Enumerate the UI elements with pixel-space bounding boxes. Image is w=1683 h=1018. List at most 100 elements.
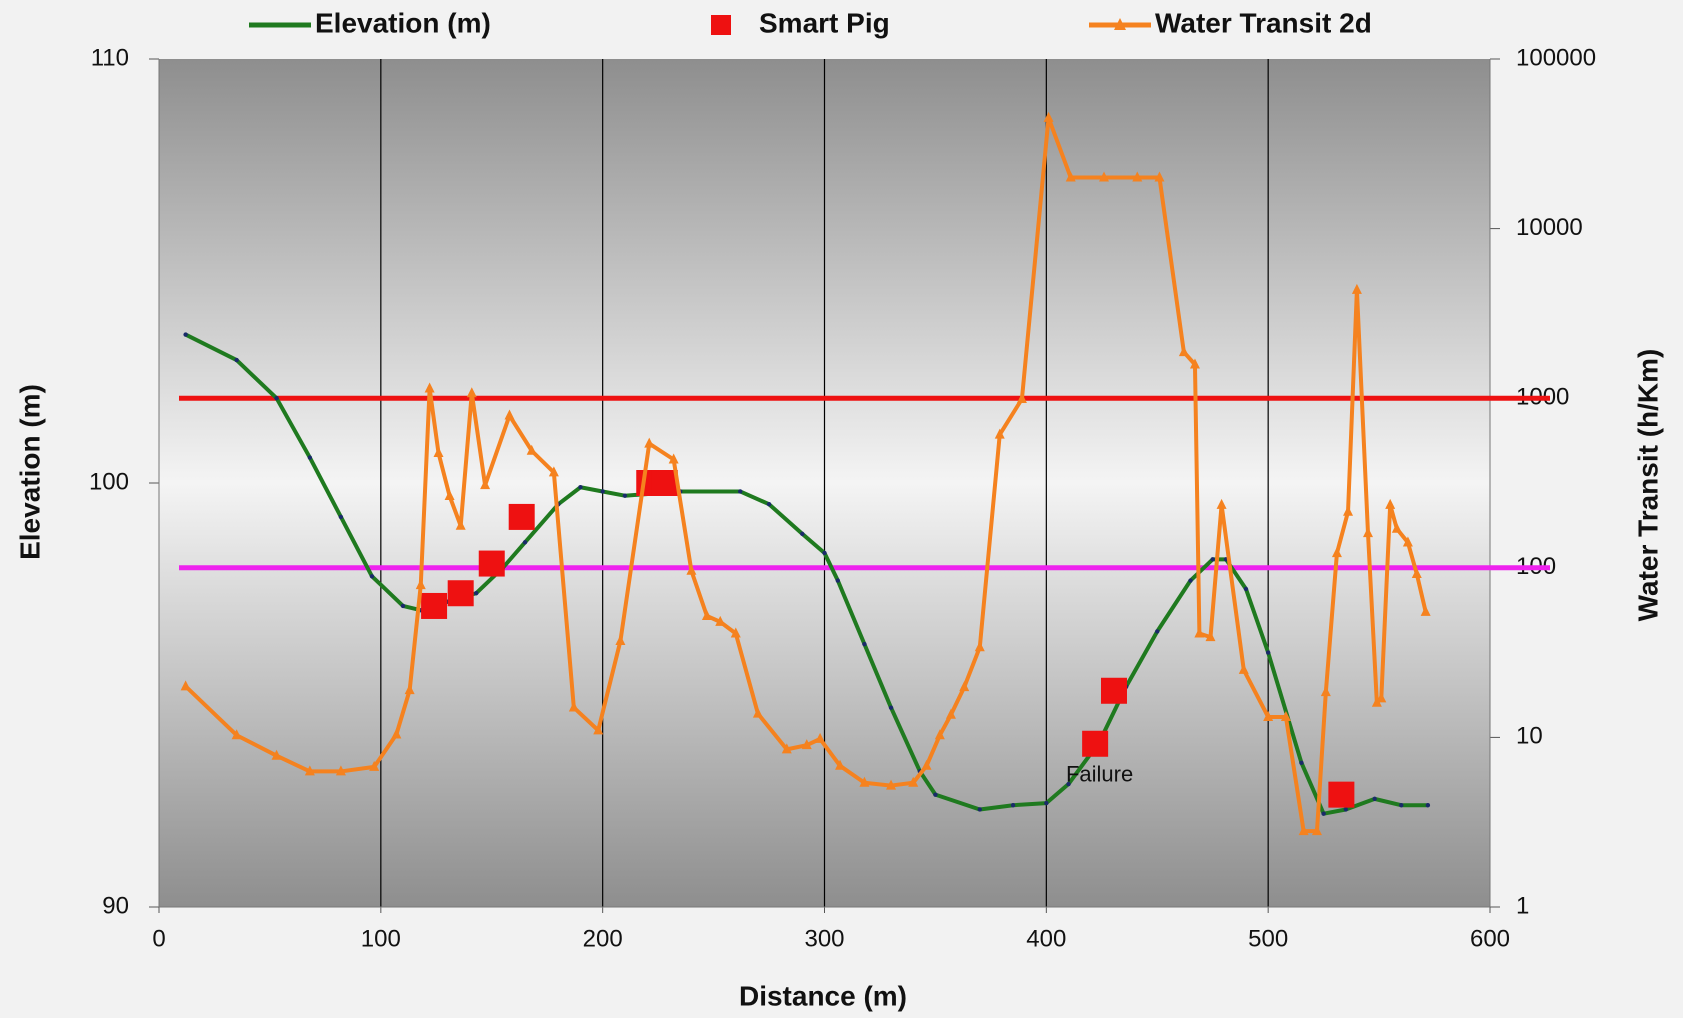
marker	[424, 382, 435, 393]
legend-marker	[711, 15, 731, 35]
marker	[668, 453, 679, 464]
y-tick-label: 110	[91, 44, 129, 71]
marker	[959, 681, 970, 692]
marker	[622, 493, 628, 498]
marker	[945, 708, 956, 719]
marker	[1362, 527, 1373, 538]
marker	[1402, 536, 1413, 547]
marker	[444, 490, 455, 501]
x-tick-label: 0	[152, 925, 165, 952]
marker	[766, 502, 772, 507]
marker	[274, 396, 279, 401]
marker	[974, 641, 985, 652]
marker	[1411, 567, 1422, 578]
marker	[1299, 760, 1304, 766]
marker	[1320, 686, 1331, 697]
marker	[474, 591, 479, 596]
marker	[801, 739, 812, 750]
marker	[526, 444, 537, 455]
x-tick-label: 500	[1248, 925, 1288, 952]
marker	[908, 776, 919, 787]
marker	[455, 519, 466, 530]
marker	[886, 779, 897, 790]
x-tick-label: 200	[583, 925, 623, 952]
marker	[1425, 803, 1431, 808]
marker	[508, 503, 535, 530]
y2-tick-label: 10	[1516, 723, 1543, 750]
marker	[800, 531, 805, 537]
marker	[1372, 796, 1377, 802]
x-tick-label: 100	[361, 925, 401, 952]
marker	[231, 729, 242, 740]
marker	[933, 792, 938, 797]
marker	[752, 707, 763, 718]
marker	[921, 759, 932, 770]
marker	[1399, 803, 1404, 808]
marker	[977, 807, 982, 812]
marker	[548, 466, 559, 477]
marker	[1311, 825, 1322, 836]
marker	[1376, 692, 1387, 703]
y2-axis-title: Water Transit (h/Km)	[1632, 349, 1663, 622]
marker	[1420, 605, 1431, 616]
marker	[1099, 171, 1110, 182]
legend-label: Elevation (m)	[315, 7, 491, 38]
y2-tick-label: 1	[1516, 892, 1529, 919]
marker	[1066, 781, 1071, 787]
marker	[1238, 663, 1249, 674]
y2-tick-label: 10000	[1516, 214, 1583, 241]
marker	[994, 428, 1005, 439]
marker	[1043, 111, 1054, 122]
y-axis-title: Elevation (m)	[14, 384, 45, 560]
marker	[421, 592, 448, 619]
marker	[1178, 346, 1189, 357]
marker	[391, 728, 402, 739]
marker	[1210, 557, 1215, 562]
marker	[1321, 811, 1326, 816]
marker	[369, 760, 380, 771]
marker	[644, 437, 655, 448]
marker	[701, 609, 712, 620]
marker	[1351, 283, 1362, 294]
marker	[859, 776, 870, 787]
marker	[1194, 627, 1205, 638]
marker	[835, 759, 846, 770]
annotation: Failure	[1066, 761, 1133, 786]
marker	[1044, 800, 1049, 806]
marker	[715, 615, 726, 626]
marker	[1216, 498, 1227, 509]
marker	[183, 332, 188, 337]
marker	[1189, 358, 1200, 369]
marker	[400, 603, 406, 609]
marker	[1243, 586, 1249, 592]
marker	[888, 705, 894, 710]
marker	[1065, 171, 1076, 182]
marker	[1263, 710, 1274, 721]
marker	[1280, 710, 1291, 721]
marker	[433, 447, 444, 458]
marker	[1385, 498, 1396, 509]
marker	[271, 749, 282, 760]
marker	[1205, 631, 1216, 642]
marker	[1155, 629, 1160, 634]
marker	[1328, 781, 1355, 808]
marker	[180, 680, 191, 691]
marker	[730, 627, 741, 638]
marker	[522, 540, 528, 545]
y-tick-label: 90	[102, 892, 129, 919]
marker	[1132, 171, 1143, 182]
marker	[307, 455, 313, 460]
marker	[1265, 650, 1271, 655]
marker	[822, 550, 827, 556]
marker	[1298, 825, 1309, 836]
marker	[738, 489, 743, 494]
marker	[234, 357, 239, 363]
marker	[369, 574, 375, 579]
marker	[1343, 505, 1354, 516]
marker	[600, 489, 605, 494]
marker	[1154, 171, 1165, 182]
marker	[466, 387, 477, 398]
x-tick-label: 600	[1470, 925, 1510, 952]
marker	[615, 635, 626, 646]
